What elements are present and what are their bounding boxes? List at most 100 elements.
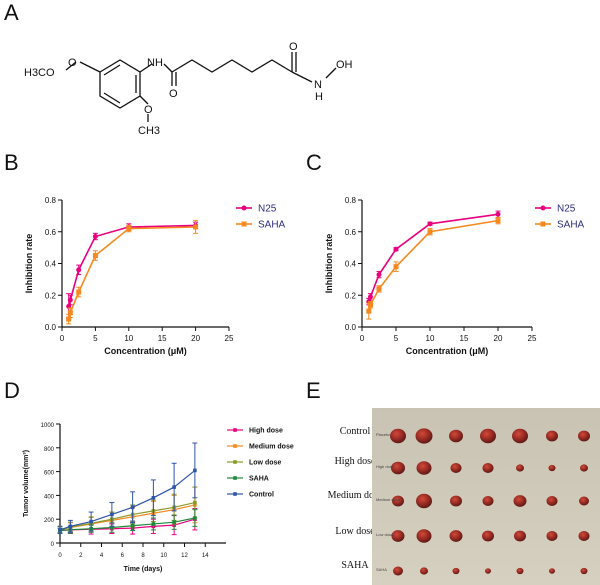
data-point-low-dose (193, 500, 197, 505)
tumor-sample (449, 429, 463, 443)
tumor-sample (416, 461, 432, 475)
y-tick-label: 0.0 (345, 323, 357, 332)
scale-mark-medium: Medium dose (376, 497, 401, 502)
data-point-saha (368, 302, 373, 308)
tumor-sample (482, 530, 494, 542)
tumor-sample (514, 530, 526, 542)
x-tick-label: 8 (141, 553, 145, 559)
data-point-control (193, 468, 197, 473)
tumor-sample (516, 464, 524, 472)
series-line-saha (67, 226, 196, 320)
tumor-sample (516, 567, 524, 575)
legend-marker-saha (241, 221, 247, 227)
benzene-ring (99, 59, 141, 109)
tumor-sample (548, 464, 556, 472)
amide-o: O (169, 88, 178, 100)
data-point-saha (376, 286, 382, 292)
data-point-control (58, 528, 62, 532)
data-point-saha (130, 523, 135, 528)
scale-mark-saha: SAHA (376, 567, 387, 572)
data-point-n25 (393, 246, 399, 252)
y-tick-label: 0.2 (45, 291, 57, 300)
y-axis-label: Tumor volume(mm³) (23, 450, 30, 517)
y-tick-label: 800 (44, 447, 55, 453)
scale-mark-low: Low dose (376, 532, 394, 537)
y-tick-label: 600 (44, 471, 55, 477)
tumor-sample (549, 568, 555, 574)
data-point-n25 (67, 297, 73, 303)
x-tick-label: 0 (58, 553, 62, 559)
ch3-bottom-label: CH3 (138, 125, 160, 137)
x-tick-label: 5 (93, 334, 98, 343)
tumor-sample (450, 463, 462, 473)
tumor-sample (580, 567, 588, 575)
y-tick-label: 0 (51, 542, 55, 548)
legend-marker-n25 (241, 205, 247, 211)
tumor-sample (420, 567, 428, 575)
tumor-sample (546, 430, 558, 442)
y-tick-label: 0.6 (345, 228, 357, 237)
tumor-sample (416, 529, 432, 543)
x-tick-label: 10 (124, 334, 133, 343)
y-axis-label: Inhibition rate (324, 234, 334, 294)
tumor-sample (512, 428, 528, 444)
tumor-sample (482, 463, 494, 473)
legend-label-n25: N25 (258, 203, 277, 214)
tumor-sample (393, 566, 403, 576)
data-point-saha (67, 310, 73, 316)
series-line-low-dose (59, 501, 196, 531)
x-tick-label: 20 (191, 334, 200, 343)
data-point-n25 (427, 221, 433, 227)
legend-label-medium-dose: Medium dose (249, 443, 294, 450)
data-point-control (68, 524, 73, 529)
tumor-sample (546, 531, 558, 541)
x-tick-label: 10 (426, 334, 435, 343)
x-axis-label: Concentration (μM) (104, 346, 187, 356)
x-tick-label: 12 (181, 553, 188, 559)
data-point-n25 (368, 294, 373, 300)
tumor-sample (391, 461, 405, 475)
tumor-sample (391, 530, 405, 542)
legend-label-low-dose: Low dose (249, 459, 281, 466)
tumor-sample (579, 496, 589, 506)
data-point-control (110, 512, 114, 517)
tumor-sample (450, 495, 462, 507)
y-tick-label: 400 (44, 494, 55, 500)
legend-marker-saha (233, 476, 237, 480)
data-point-saha (427, 229, 433, 235)
legend-label-saha: SAHA (258, 219, 286, 230)
tumor-sample (578, 531, 590, 541)
panel-label-a: A (4, 0, 19, 25)
x-tick-label: 25 (528, 334, 537, 343)
x-tick-label: 2 (79, 553, 83, 559)
legend-marker-saha (540, 221, 546, 227)
series-line-n25 (368, 213, 499, 302)
x-tick-label: 15 (158, 334, 167, 343)
data-point-control (89, 519, 93, 524)
data-point-n25 (92, 234, 98, 240)
legend-marker-medium-dose (233, 444, 237, 448)
data-point-saha (151, 522, 156, 526)
legend-marker-high-dose (233, 428, 237, 432)
row-label-high-dose: High dose (334, 456, 376, 467)
x-tick-label: 0 (360, 334, 365, 343)
data-point-saha (92, 253, 98, 259)
x-tick-label: 10 (160, 553, 167, 559)
legend-label-saha: SAHA (557, 219, 585, 230)
tumor-sample (415, 428, 433, 444)
x-axis-label: Concentration (μM) (406, 346, 489, 356)
panel-label-d: D (4, 378, 20, 403)
tumor-sample (392, 495, 404, 507)
methoxy-o-left: O (68, 57, 77, 69)
x-tick-label: 14 (202, 553, 209, 559)
x-tick-label: 20 (494, 334, 503, 343)
data-point-control (130, 505, 135, 510)
y-tick-label: 0.2 (345, 291, 357, 300)
x-axis-label: Time (days) (124, 566, 163, 573)
x-tick-label: 15 (460, 334, 469, 343)
row-label-control: Control (339, 426, 371, 437)
tumor-sample (449, 530, 463, 542)
y-tick-label: 200 (44, 518, 55, 524)
legend-marker-low-dose (233, 460, 237, 464)
chart-d: 0 2 4 6 8 10 12 14 0 200 400 600 800 1000 Time (days) T… (23, 423, 294, 573)
